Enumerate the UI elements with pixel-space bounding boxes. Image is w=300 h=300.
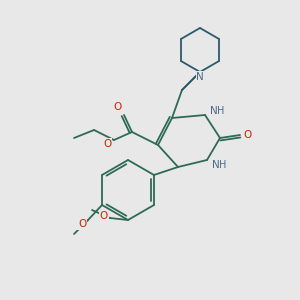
Text: H: H — [219, 160, 227, 170]
Text: O: O — [78, 219, 86, 229]
Text: N: N — [212, 160, 220, 170]
Text: O: O — [100, 211, 108, 221]
Text: O: O — [243, 130, 251, 140]
Text: N: N — [210, 106, 218, 116]
Text: O: O — [103, 139, 111, 149]
Text: N: N — [196, 72, 204, 82]
Text: H: H — [217, 106, 225, 116]
Text: O: O — [113, 102, 121, 112]
